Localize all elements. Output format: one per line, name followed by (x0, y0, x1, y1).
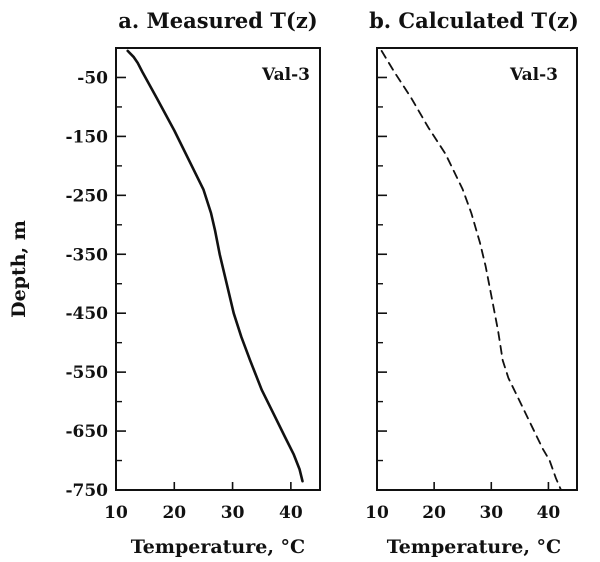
y-tick-label: -150 (65, 127, 108, 147)
well-label: Val-3 (261, 65, 310, 85)
plot-frame (376, 47, 578, 491)
panel-measured: a. Measured T(z) Val-3 Temperature, °C D… (8, 8, 321, 558)
temperature-profile-line (126, 49, 304, 483)
x-tick-label: 10 (365, 503, 389, 523)
x-tick-label: 40 (537, 503, 561, 523)
x-axis-label: Temperature, °C (131, 536, 305, 558)
y-tick-label: -550 (65, 363, 108, 383)
y-tick-label: -250 (65, 186, 108, 206)
y-tick-label: -450 (65, 304, 108, 324)
y-tick-label: -750 (65, 481, 108, 501)
x-tick-label: 10 (104, 503, 128, 523)
plot-frame (115, 47, 321, 491)
y-tick-label: -350 (65, 245, 108, 265)
temperature-profile-line (380, 50, 562, 491)
panel-calculated: b. Calculated T(z) Val-3 Temperature, °C… (365, 8, 579, 558)
well-label: Val-3 (509, 65, 558, 85)
panel-title: b. Calculated T(z) (369, 8, 579, 33)
x-tick-label: 30 (479, 503, 503, 523)
y-tick-label: -50 (77, 68, 108, 88)
x-axis-label: Temperature, °C (387, 536, 561, 558)
x-tick-label: 30 (221, 503, 245, 523)
x-tick-label: 20 (162, 503, 186, 523)
x-tick-label: 40 (279, 503, 303, 523)
y-tick-label: -650 (65, 422, 108, 442)
panel-title: a. Measured T(z) (118, 8, 317, 33)
y-axis-label: Depth, m (8, 220, 30, 318)
x-tick-label: 20 (422, 503, 446, 523)
